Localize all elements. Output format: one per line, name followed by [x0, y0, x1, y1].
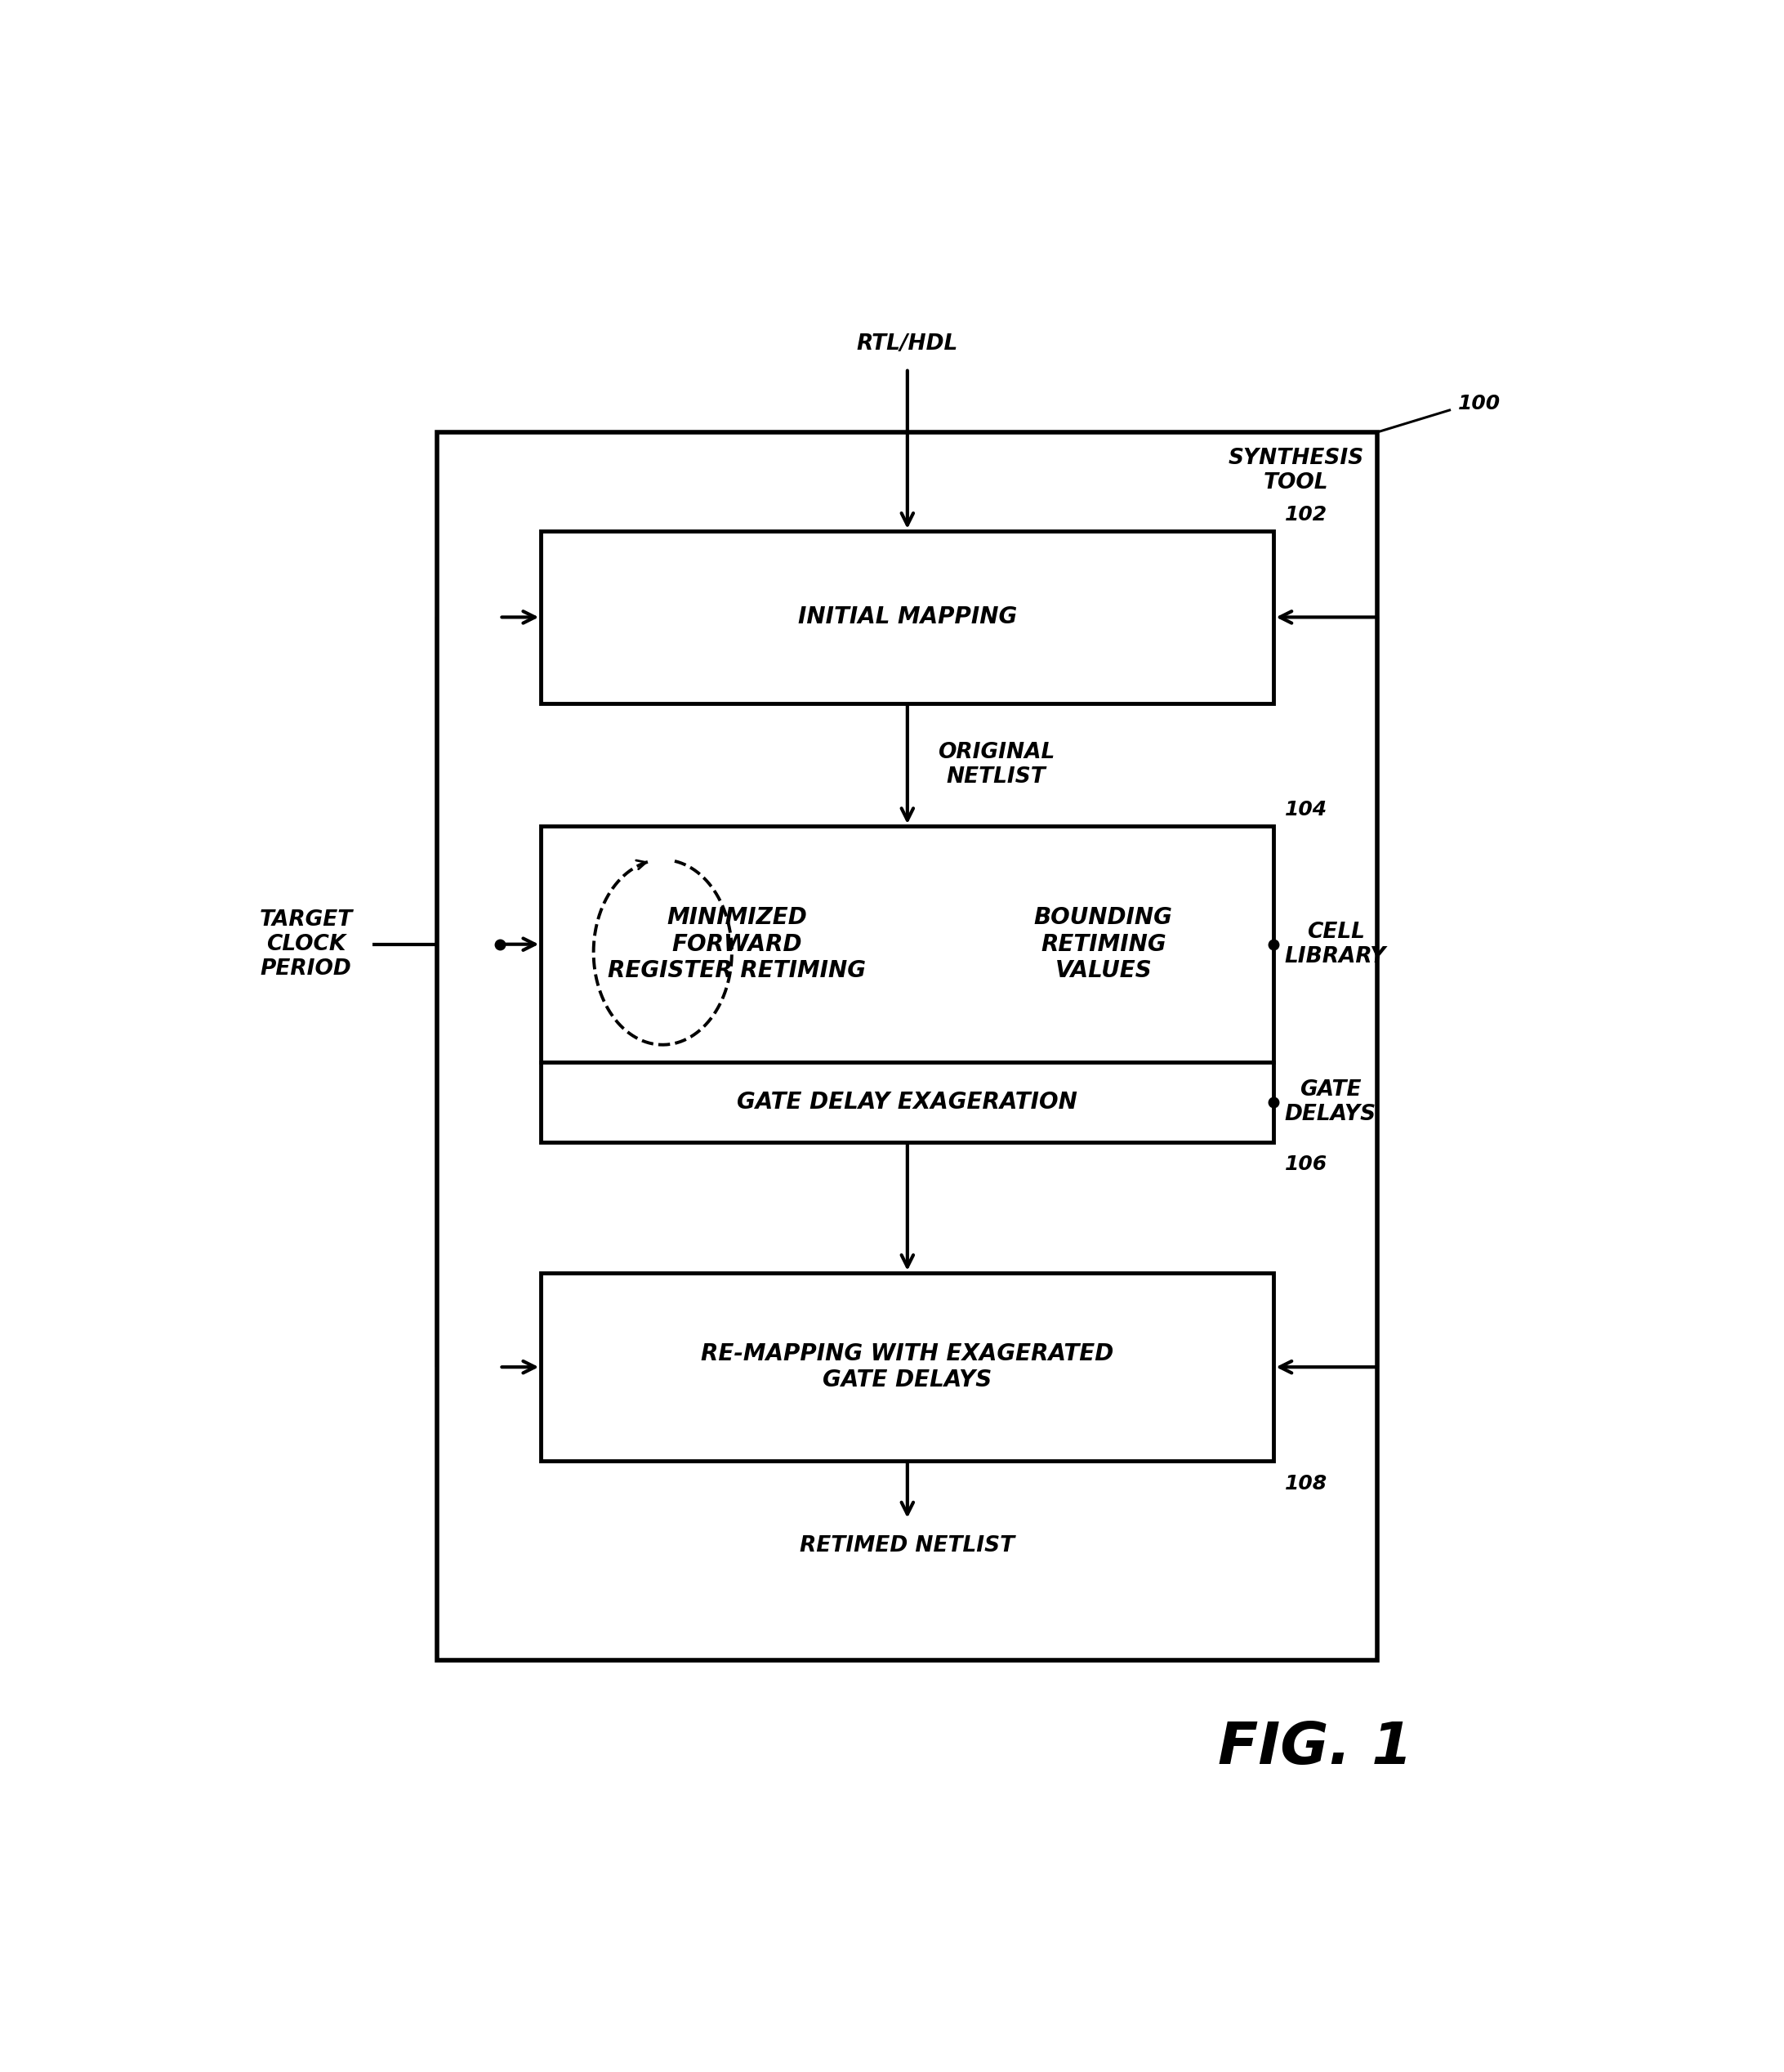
Text: 102: 102	[1284, 506, 1327, 524]
Text: 100: 100	[1458, 394, 1500, 412]
Text: RTL/HDL: RTL/HDL	[856, 334, 958, 354]
Text: 106: 106	[1284, 1154, 1327, 1175]
Text: CELL
LIBRARY: CELL LIBRARY	[1284, 922, 1386, 968]
Bar	[541, 1272, 1274, 1461]
Text: RETIMED NETLIST: RETIMED NETLIST	[799, 1535, 1015, 1556]
Text: FIG. 1: FIG. 1	[1218, 1720, 1413, 1776]
Text: GATE
DELAYS: GATE DELAYS	[1284, 1080, 1377, 1125]
Bar	[541, 827, 1274, 1063]
Bar	[541, 1063, 1274, 1142]
Text: INITIAL MAPPING: INITIAL MAPPING	[797, 605, 1017, 628]
Bar	[541, 530, 1274, 702]
Text: 104: 104	[1284, 800, 1327, 821]
Text: TARGET
CLOCK
PERIOD: TARGET CLOCK PERIOD	[259, 910, 353, 980]
Text: 108: 108	[1284, 1473, 1327, 1494]
Text: RE-MAPPING WITH EXAGERATED
GATE DELAYS: RE-MAPPING WITH EXAGERATED GATE DELAYS	[701, 1343, 1113, 1392]
Text: MINIMIZED
FORWARD
REGISTER RETIMING: MINIMIZED FORWARD REGISTER RETIMING	[608, 905, 865, 982]
Text: BOUNDING
RETIMING
VALUES: BOUNDING RETIMING VALUES	[1035, 905, 1172, 982]
Text: SYNTHESIS
TOOL: SYNTHESIS TOOL	[1227, 448, 1363, 493]
Text: ORIGINAL
NETLIST: ORIGINAL NETLIST	[938, 742, 1054, 787]
Bar	[437, 433, 1377, 1660]
Text: GATE DELAY EXAGERATION: GATE DELAY EXAGERATION	[737, 1090, 1078, 1113]
